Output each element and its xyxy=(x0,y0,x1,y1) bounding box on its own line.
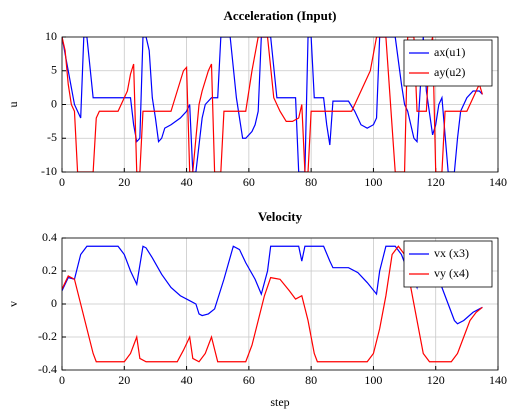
legend-label: vy (x4) xyxy=(434,266,469,280)
legend: ax(u1) ay(u2) xyxy=(403,39,493,87)
x-tick-label: 140 xyxy=(489,373,507,387)
y-axis-label: v xyxy=(6,301,20,307)
x-axis-label: step xyxy=(270,395,289,409)
y-tick-label: -10 xyxy=(41,164,57,178)
x-tick-label: 0 xyxy=(59,373,65,387)
legend-label: vx (x3) xyxy=(434,246,469,260)
subplot-title: Velocity xyxy=(258,209,303,224)
subplot-title: Acceleration (Input) xyxy=(223,8,336,23)
subplot: Acceleration (Input)u0 20 40 60 80 100 120 140-… xyxy=(6,8,507,189)
y-tick-label: 0.4 xyxy=(42,230,57,244)
subplot: Velocity v step 0 20 40 60 80 100 120 140 -0.4 -0.2 0… xyxy=(6,209,507,409)
x-tick-label: 40 xyxy=(181,175,193,189)
legend-label: ay(u2) xyxy=(434,65,465,79)
y-tick-label: -0.2 xyxy=(38,329,57,343)
y-tick-label: -0.4 xyxy=(38,362,57,376)
x-tick-label: 20 xyxy=(118,373,130,387)
y-tick-label: 0 xyxy=(51,296,57,310)
x-tick-label: 100 xyxy=(364,175,382,189)
y-tick-label: 10 xyxy=(45,29,57,43)
x-tick-label: 80 xyxy=(305,373,317,387)
y-tick-label: 5 xyxy=(51,63,57,77)
x-tick-label: 120 xyxy=(427,373,445,387)
x-tick-label: 100 xyxy=(364,373,382,387)
x-tick-label: 60 xyxy=(243,175,255,189)
data-line xyxy=(62,245,483,363)
x-tick-label: 80 xyxy=(305,175,317,189)
y-tick-label: 0.2 xyxy=(42,263,57,277)
y-tick-label: 0 xyxy=(51,96,57,110)
legend: vx (x3) vy (x4) xyxy=(403,240,493,288)
y-axis-label: u xyxy=(6,102,20,108)
x-tick-label: 140 xyxy=(489,175,507,189)
x-tick-label: 120 xyxy=(427,175,445,189)
legend-label: ax(u1) xyxy=(434,45,465,59)
x-tick-label: 0 xyxy=(59,175,65,189)
plot-frame xyxy=(61,36,499,173)
legend-box xyxy=(403,39,493,87)
plot-frame xyxy=(61,237,499,371)
data-line xyxy=(62,37,483,172)
legend-box xyxy=(403,240,493,288)
x-tick-label: 60 xyxy=(243,373,255,387)
x-tick-label: 20 xyxy=(118,175,130,189)
y-tick-label: -5 xyxy=(47,130,57,144)
x-tick-label: 40 xyxy=(181,373,193,387)
